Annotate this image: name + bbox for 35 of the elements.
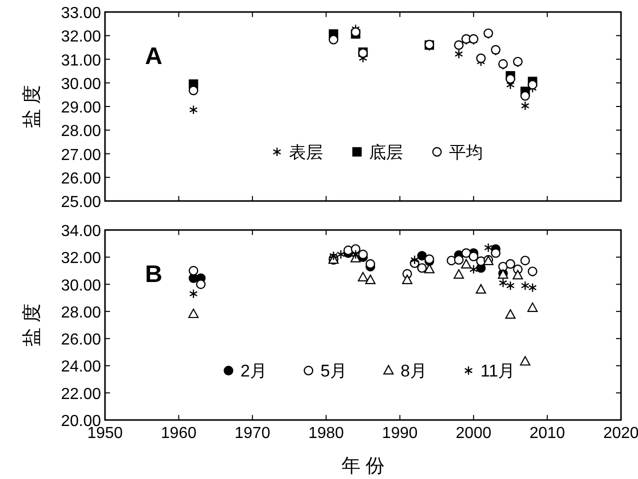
y-tick-label: 34.00: [60, 223, 102, 240]
legend-label: 11月: [480, 362, 516, 381]
y-axis-title: 盐 度: [21, 84, 43, 128]
y-tick-label: 32.00: [60, 28, 102, 46]
x-tick-label: 2000: [456, 425, 492, 442]
y-tick-label: 30.00: [60, 277, 102, 294]
x-tick-label: 2010: [529, 425, 566, 442]
x-tick-label: 1970: [234, 425, 270, 442]
y-tick-label: 24.00: [60, 358, 102, 376]
x-tick-label: 1980: [308, 425, 344, 442]
y-tick-label: 25.00: [60, 194, 102, 211]
y-tick-label: 27.00: [60, 146, 102, 164]
y-tick-label: 29.00: [60, 100, 102, 116]
text: B: [145, 261, 162, 288]
x-tick-label: 1960: [160, 425, 197, 442]
legend-label: 平均: [449, 142, 483, 162]
y-tick-label: 30.00: [60, 76, 102, 93]
legend-label: 表层: [289, 142, 323, 162]
y-tick-label: 28.00: [60, 304, 102, 322]
y-tick-label: 31.00: [60, 52, 102, 70]
x-tick-label: 2020: [603, 425, 638, 442]
y-tick-label: 26.00: [60, 170, 102, 188]
y-tick-label: 26.00: [60, 332, 102, 349]
y-tick-label: 28.00: [60, 123, 102, 140]
y-tick-label: 33.00: [60, 5, 102, 22]
x-axis-title: 年 份: [341, 456, 385, 477]
legend-label: 底层: [369, 142, 403, 162]
text: A: [145, 43, 162, 70]
x-tick-label: 1990: [382, 425, 418, 442]
y-tick-label: 22.00: [60, 386, 102, 403]
y-axis-title: 盐 度: [21, 303, 43, 347]
legend-label: 5月: [320, 362, 347, 381]
legend-label: 8月: [400, 362, 427, 381]
y-tick-label: 32.00: [60, 250, 102, 268]
legend-label: 2月: [240, 362, 267, 381]
